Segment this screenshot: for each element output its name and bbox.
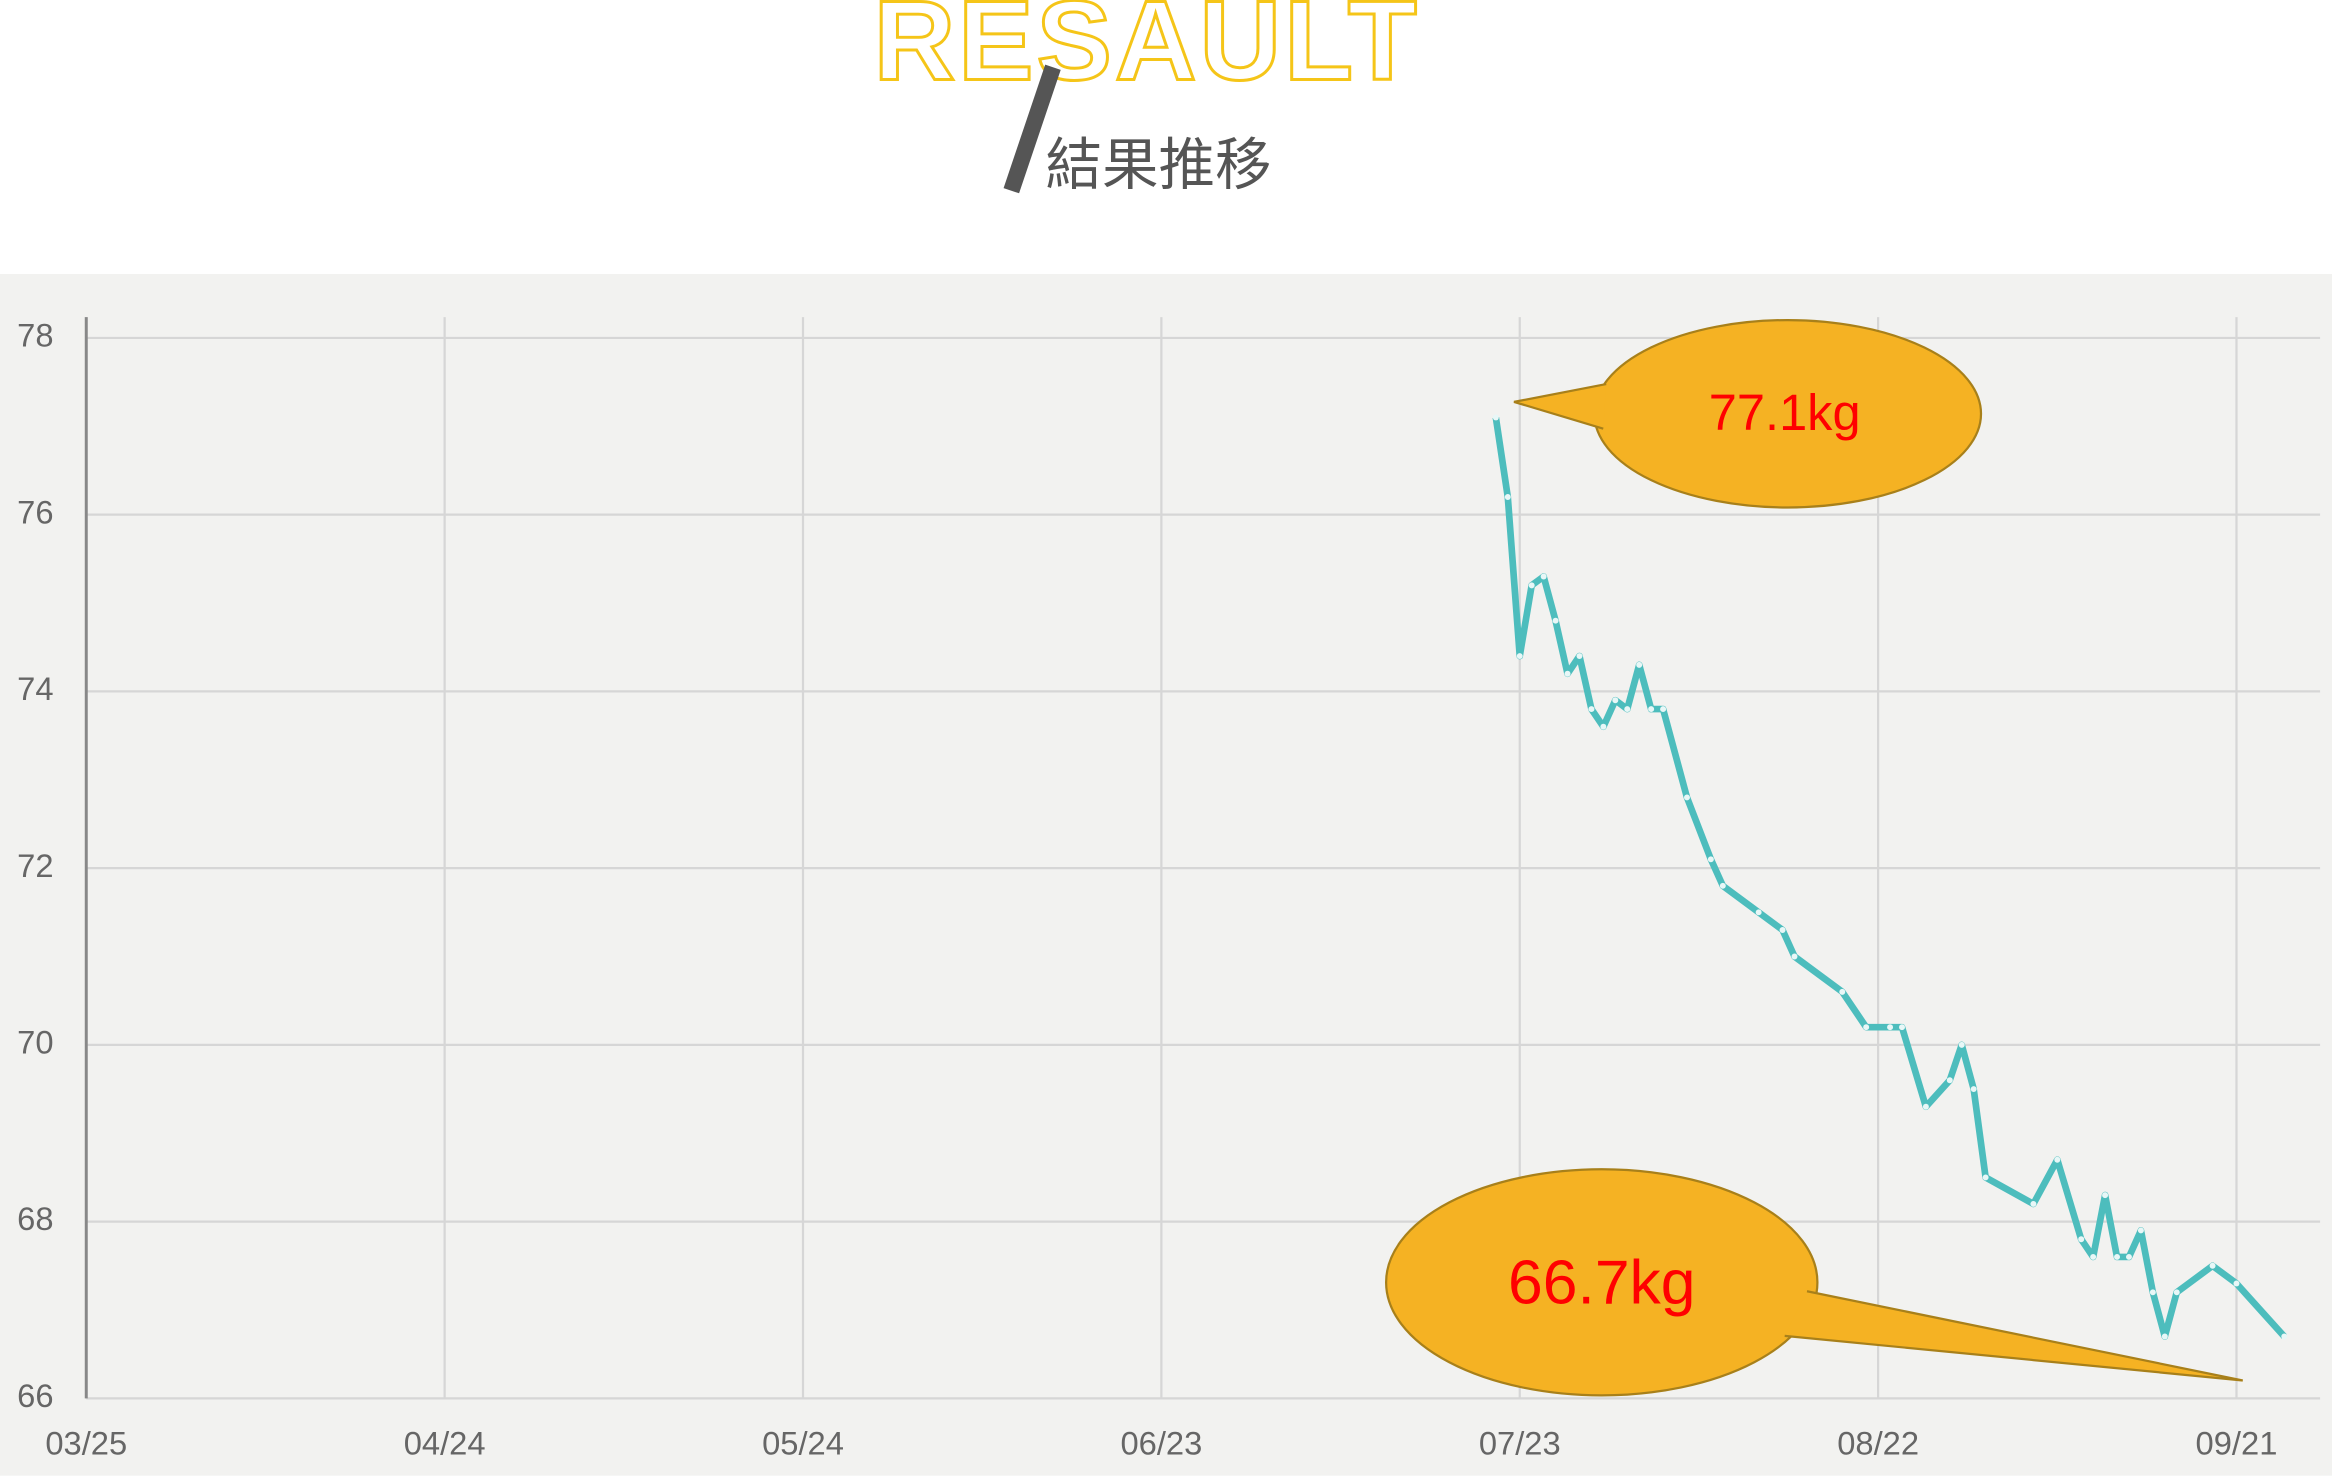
data-point <box>2090 1253 2097 1260</box>
x-tick-label: 06/23 <box>1120 1425 1202 1462</box>
data-point <box>1719 882 1726 889</box>
data-point <box>1540 573 1547 580</box>
data-point <box>1648 706 1655 713</box>
data-point <box>1528 582 1535 589</box>
data-point <box>2233 1280 2240 1287</box>
data-point <box>1899 1024 1905 1031</box>
y-tick-label: 76 <box>17 493 53 530</box>
data-point <box>1492 414 1499 421</box>
data-point <box>1684 794 1690 801</box>
header-title: RESAULT <box>874 0 1420 103</box>
callout-pointer-edge <box>1784 1290 2243 1382</box>
x-tick-label: 09/21 <box>2196 1425 2278 1462</box>
plot <box>1492 414 2288 1340</box>
data-point <box>1660 706 1667 713</box>
data-point <box>1779 927 1786 933</box>
data-point <box>1576 653 1583 660</box>
header-subtitle: 結果推移 <box>1046 133 1272 198</box>
x-tick-label: 05/24 <box>762 1425 844 1462</box>
data-point <box>2281 1333 2288 1340</box>
callout-pointer-edge <box>1513 382 1607 430</box>
data-point <box>2173 1289 2180 1296</box>
data-point <box>1624 706 1631 713</box>
callout: 66.7kg <box>1384 1168 2243 1397</box>
data-point <box>1946 1077 1953 1084</box>
data-point <box>1612 697 1619 704</box>
data-point <box>1958 1041 1965 1048</box>
data-point <box>1564 670 1571 677</box>
grid: 66 68 70 72 74 76 78 03/25 04/24 05/24 06/23 07/23 0… <box>17 317 2321 1462</box>
data-point <box>2030 1200 2037 1207</box>
callout: 77.1kg <box>1513 318 1983 509</box>
x-tick-label: 03/25 <box>45 1425 127 1462</box>
data-point <box>1755 909 1762 916</box>
data-point <box>2137 1227 2144 1234</box>
annotation: 77.1kg <box>1709 384 1861 441</box>
data-point <box>2149 1289 2156 1296</box>
data-point <box>1707 856 1714 863</box>
callout-bubble <box>1384 1168 1819 1397</box>
data-point <box>2125 1253 2132 1260</box>
data-point <box>1791 953 1798 960</box>
data-point <box>1636 661 1643 668</box>
y-tick-label: 68 <box>17 1200 53 1237</box>
slash <box>1003 64 1061 194</box>
data-point <box>2209 1262 2216 1269</box>
annotation: 66.7kg <box>1508 1247 1696 1317</box>
data-point <box>1588 706 1595 713</box>
data-point <box>1516 653 1523 660</box>
data-point <box>1982 1174 1989 1181</box>
data-point <box>2054 1156 2061 1163</box>
data-point <box>1863 1024 1870 1031</box>
y-tick-label: 66 <box>17 1377 53 1414</box>
data-point <box>1504 494 1511 500</box>
y-tick-label: 70 <box>17 1024 53 1061</box>
data-point <box>2114 1253 2120 1260</box>
y-tick-label: 72 <box>17 847 53 884</box>
callout-pointer <box>1514 384 1607 429</box>
chart-background <box>0 273 2332 1476</box>
data-point <box>1887 1024 1894 1031</box>
x-tick-label: 08/22 <box>1837 1425 1919 1462</box>
data-point <box>2161 1333 2168 1340</box>
y-tick-label: 78 <box>17 317 53 354</box>
data-point <box>1839 988 1846 995</box>
callout-pointer <box>1784 1291 2243 1381</box>
data-point <box>2078 1236 2085 1243</box>
data-point <box>2102 1192 2109 1199</box>
data-point <box>1970 1086 1977 1093</box>
y-tick-label: 74 <box>17 670 53 707</box>
x-tick-label: 07/23 <box>1479 1425 1561 1462</box>
data-point <box>1922 1103 1929 1110</box>
x-tick-label: 04/24 <box>404 1425 486 1462</box>
data-point <box>1600 723 1607 730</box>
data-point <box>1552 617 1559 624</box>
